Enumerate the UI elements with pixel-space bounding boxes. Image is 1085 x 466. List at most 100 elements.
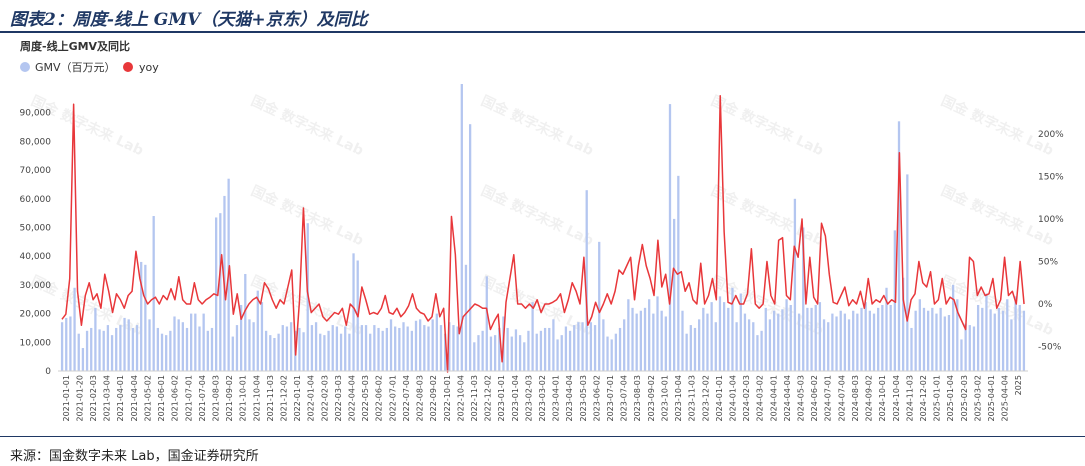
x-tick-label: 2022-11-03 bbox=[470, 375, 479, 422]
gmv-bar bbox=[956, 299, 959, 371]
gmv-bar bbox=[585, 190, 588, 371]
gmv-bar bbox=[598, 241, 601, 371]
gmv-bar bbox=[398, 327, 401, 371]
gmv-bar bbox=[818, 302, 822, 371]
gmv-bar bbox=[473, 342, 476, 371]
gmv-bar bbox=[460, 84, 463, 371]
gmv-bar bbox=[976, 304, 980, 371]
x-tick-label: 2023-02-03 bbox=[524, 375, 533, 422]
gmv-bar bbox=[394, 326, 397, 371]
gmv-bar bbox=[202, 313, 205, 371]
x-tick-label: 2024-08-03 bbox=[851, 375, 860, 422]
gmv-bar bbox=[548, 327, 551, 371]
gmv-bar bbox=[348, 333, 351, 371]
gmv-bar bbox=[673, 218, 676, 371]
gmv-bar bbox=[718, 296, 722, 371]
x-tick-label: 2022-02-03 bbox=[320, 375, 329, 422]
x-tick-label: 2023-06-02 bbox=[592, 375, 601, 422]
gmv-bar bbox=[248, 319, 251, 371]
x-tick-label: 2021-01-20 bbox=[75, 375, 84, 422]
gmv-bar bbox=[772, 310, 776, 371]
gmv-bar bbox=[768, 319, 772, 371]
gmv-bar bbox=[435, 313, 438, 371]
x-tick-label: 2024-10-04 bbox=[892, 375, 901, 422]
gmv-bar bbox=[747, 319, 751, 371]
gmv-bar bbox=[210, 327, 214, 371]
gmv-bar bbox=[131, 327, 135, 371]
gmv-bar bbox=[689, 325, 692, 371]
gmv-bar bbox=[310, 325, 314, 371]
gmv-bar bbox=[781, 309, 784, 371]
gmv-bar bbox=[269, 335, 272, 372]
gmv-bar bbox=[743, 313, 747, 371]
gmv-bar bbox=[581, 322, 584, 371]
gmv-bar bbox=[702, 307, 705, 371]
gmv-bar bbox=[94, 307, 97, 371]
gmv-bar bbox=[385, 327, 388, 371]
gmv-bar bbox=[531, 302, 534, 371]
watermark-text: 国金 数字未来 Lab bbox=[708, 182, 826, 249]
gmv-bar bbox=[314, 322, 318, 371]
gmv-bar bbox=[627, 299, 630, 371]
gmv-bar bbox=[943, 316, 946, 371]
gmv-bar bbox=[593, 325, 597, 371]
gmv-bar bbox=[423, 325, 426, 371]
y-left-tick-label: 30,000 bbox=[20, 281, 52, 291]
x-tick-label: 2024-04-04 bbox=[783, 375, 792, 422]
gmv-yoy-chart: 周度-线上GMV及同比 GMV（百万元） yoy 国金 数字未来 Lab 国金 数… bbox=[20, 39, 1065, 422]
gmv-bar bbox=[381, 330, 384, 371]
gmv-bar bbox=[77, 333, 80, 371]
gmv-bar bbox=[881, 304, 884, 371]
x-tick-label: 2021-06-01 bbox=[157, 375, 166, 422]
gmv-bar bbox=[806, 307, 809, 371]
gmv-bar bbox=[727, 307, 730, 371]
gmv-bar bbox=[127, 319, 130, 371]
gmv-bar bbox=[235, 325, 239, 371]
gmv-bar bbox=[906, 174, 909, 371]
x-tick-label: 2024-07-01 bbox=[824, 375, 833, 422]
gmv-bar bbox=[264, 330, 268, 371]
x-tick-label: 2021-11-03 bbox=[266, 375, 275, 422]
gmv-bar bbox=[564, 326, 568, 371]
x-tick-label: 2025-01-04 bbox=[946, 375, 955, 422]
gmv-bar bbox=[573, 325, 576, 371]
gmv-bar bbox=[602, 319, 605, 371]
x-tick-label: 2023-10-04 bbox=[674, 375, 683, 422]
gmv-bar bbox=[506, 327, 509, 371]
gmv-bar bbox=[664, 316, 667, 371]
gmv-bar bbox=[65, 317, 68, 371]
gmv-bar bbox=[481, 330, 484, 371]
gmv-bar bbox=[81, 348, 85, 371]
x-tick-label: 2024-01-04 bbox=[728, 375, 737, 422]
gmv-bar bbox=[110, 335, 114, 372]
gmv-bar bbox=[922, 307, 926, 371]
y-left-tick-label: 80,000 bbox=[20, 137, 52, 147]
gmv-bar bbox=[760, 330, 763, 371]
x-tick-label: 2025-02-03 bbox=[960, 375, 969, 422]
gmv-bar bbox=[352, 253, 355, 371]
title-rule bbox=[0, 31, 1085, 33]
gmv-bar bbox=[706, 313, 709, 371]
x-tick-label: 2023-03-02 bbox=[538, 375, 547, 422]
gmv-bar bbox=[856, 313, 859, 371]
x-tick-label: 2021-10-04 bbox=[252, 375, 261, 422]
gmv-bar bbox=[885, 287, 888, 371]
y-right-tick-label: 0% bbox=[1038, 300, 1053, 310]
gmv-bar bbox=[852, 310, 855, 371]
gmv-bar bbox=[631, 307, 634, 371]
gmv-bar bbox=[389, 319, 393, 371]
y-left-tick-label: 90,000 bbox=[20, 109, 52, 119]
gmv-bar bbox=[1001, 310, 1005, 371]
gmv-bar bbox=[577, 322, 580, 371]
gmv-bar bbox=[589, 322, 593, 371]
gmv-bar bbox=[951, 284, 955, 371]
gmv-bar bbox=[847, 319, 851, 371]
gmv-bar bbox=[714, 322, 717, 371]
gmv-bar bbox=[239, 304, 243, 371]
gmv-bar bbox=[1006, 299, 1009, 371]
gmv-bar bbox=[777, 313, 780, 371]
x-tick-label: 2021-09-02 bbox=[225, 375, 234, 422]
gmv-bar bbox=[185, 327, 189, 371]
gmv-bar bbox=[623, 319, 626, 371]
gmv-bar bbox=[140, 261, 143, 371]
